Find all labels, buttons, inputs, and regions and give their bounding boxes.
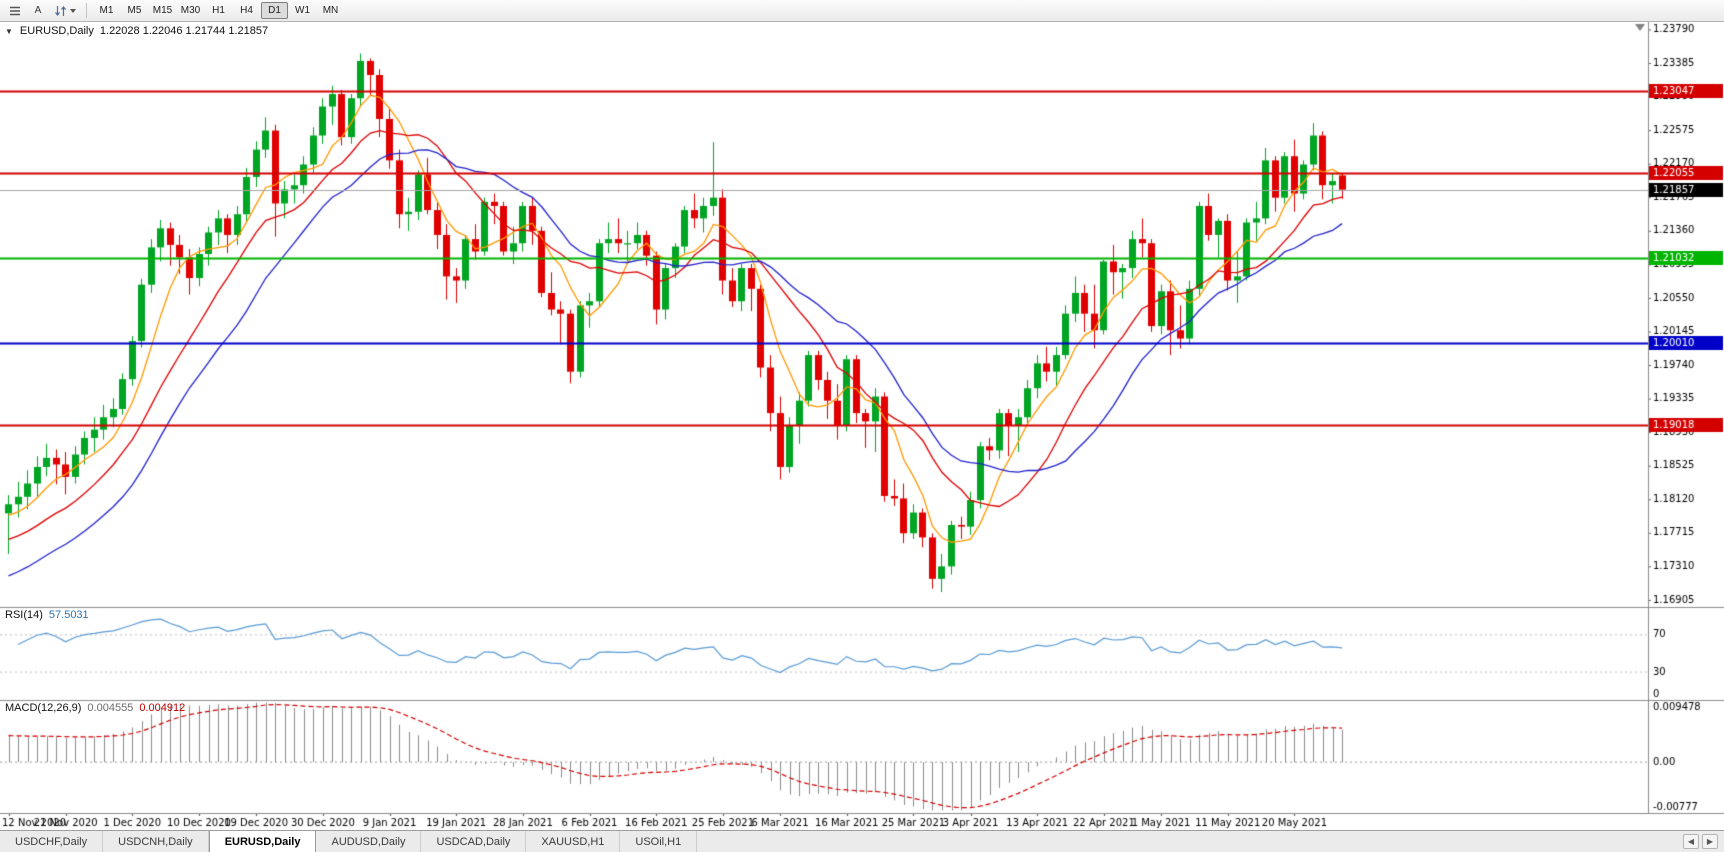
timeframe-button-group: M1 M5 M15 M30 H1 H4 D1 W1 MN [93, 2, 344, 19]
chart-tab-bar: USDCHF,Daily USDCNH,Daily EURUSD,Daily AUDU… [0, 830, 1724, 852]
timeframe-m1-button[interactable]: M1 [93, 2, 120, 19]
chart-tab-usdcnh[interactable]: USDCNH,Daily [103, 831, 209, 852]
chart-tab-usoil[interactable]: USOil,H1 [620, 831, 698, 852]
tab-scroll-left-button[interactable]: ◀ [1683, 834, 1699, 849]
chart-tabs: USDCHF,Daily USDCNH,Daily EURUSD,Daily AUDU… [0, 831, 698, 852]
chart-tab-usdchf[interactable]: USDCHF,Daily [0, 831, 104, 852]
tab-scroll-controls: ◀ ▶ [1677, 831, 1724, 852]
chart-tab-usdcad[interactable]: USDCAD,Daily [421, 831, 527, 852]
charts-list-icon[interactable] [4, 2, 26, 20]
timeframe-m5-button[interactable]: M5 [121, 2, 148, 19]
toolbar: A M1 M5 M15 M30 H1 H4 D1 W1 MN [0, 0, 1724, 22]
price-chart-canvas[interactable] [0, 22, 1724, 830]
tab-scroll-right-button[interactable]: ▶ [1702, 834, 1718, 849]
timeframe-h1-button[interactable]: H1 [205, 2, 232, 19]
chart-tab-xauusd[interactable]: XAUUSD,H1 [526, 831, 621, 852]
toolbar-separator [86, 3, 87, 18]
timeframe-mn-button[interactable]: MN [317, 2, 344, 19]
timeframe-d1-button[interactable]: D1 [261, 2, 288, 19]
chart-area: ▼ EURUSD,Daily 1.22028 1.22046 1.21744 1… [0, 22, 1724, 830]
timeframe-m30-button[interactable]: M30 [177, 2, 204, 19]
zoom-scale-icon[interactable] [50, 2, 80, 20]
dropdown-caret-icon [70, 8, 76, 13]
timeframe-h4-button[interactable]: H4 [233, 2, 260, 19]
chart-tab-audusd[interactable]: AUDUSD,Daily [316, 831, 422, 852]
chart-tab-eurusd[interactable]: EURUSD,Daily [208, 831, 317, 852]
timeframe-m15-button[interactable]: M15 [149, 2, 176, 19]
timeframe-w1-button[interactable]: W1 [289, 2, 316, 19]
annotate-a-button[interactable]: A [27, 2, 49, 20]
